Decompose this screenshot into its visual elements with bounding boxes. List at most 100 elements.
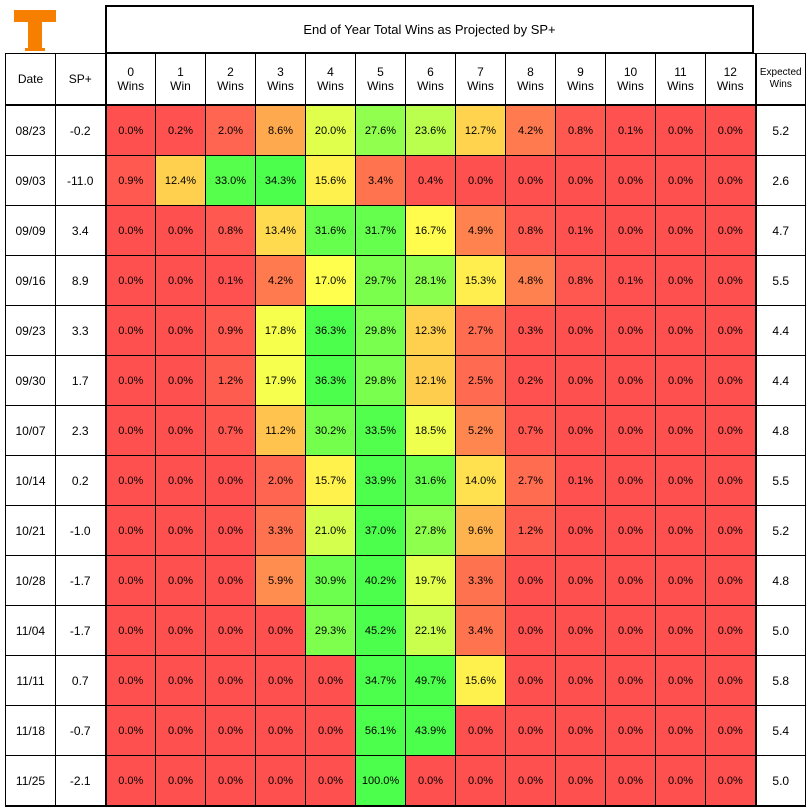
probability-cell: 0.0%	[605, 405, 656, 456]
expected-wins-cell: 5.4	[754, 705, 806, 756]
wins-column-header: 5 Wins	[355, 53, 406, 106]
table-row: 10/07 2.3 0.0% 0.0% 0.7% 11.2% 30.2% 33.5% 18.5%…	[5, 405, 806, 456]
sp-cell: -1.0	[55, 505, 107, 556]
probability-cell: 0.0%	[555, 555, 606, 606]
probability-cell: 0.0%	[555, 355, 606, 406]
wins-column-header: 4 Wins	[305, 53, 356, 106]
sp-cell: -2.1	[55, 755, 107, 807]
probability-cell: 2.5%	[455, 355, 506, 406]
expected-wins-header-line: Expected	[759, 67, 802, 78]
wins-column-unit: Wins	[267, 79, 294, 93]
wins-column-unit: Wins	[716, 79, 744, 93]
probability-cell: 34.3%	[255, 155, 306, 206]
probability-cell: 30.2%	[305, 405, 356, 456]
sp-cell: -0.7	[55, 705, 107, 756]
probability-cell: 0.9%	[205, 305, 256, 356]
probability-cell: 0.0%	[655, 655, 706, 706]
date-cell: 10/21	[5, 505, 56, 556]
probability-cell: 3.3%	[255, 505, 306, 556]
probability-cell: 0.0%	[505, 605, 556, 656]
date-cell: 11/18	[5, 705, 56, 756]
table-row: 09/30 1.7 0.0% 0.0% 1.2% 17.9% 36.3% 29.8% 12.1%…	[5, 355, 806, 406]
table-row: 11/18 -0.7 0.0% 0.0% 0.0% 0.0% 0.0% 56.1% 43.9% 0…	[5, 705, 806, 756]
wins-column-header: 1 Win	[155, 53, 206, 106]
date-cell: 11/11	[5, 655, 56, 706]
probability-cell: 13.4%	[255, 205, 306, 256]
probability-cell: 0.0%	[705, 205, 756, 256]
expected-wins-cell: 5.0	[754, 605, 806, 656]
sp-cell: 0.7	[55, 655, 107, 706]
table-row: 09/16 8.9 0.0% 0.0% 0.1% 4.2% 17.0% 29.7% 28.1% 1…	[5, 255, 806, 306]
probability-cell: 3.3%	[455, 555, 506, 606]
probability-cell: 0.0%	[605, 305, 656, 356]
probability-cell: 12.7%	[455, 104, 506, 156]
probability-cell: 0.0%	[105, 205, 156, 256]
probability-cell: 0.0%	[655, 455, 706, 506]
probability-cell: 0.0%	[155, 605, 206, 656]
probability-cell: 0.0%	[155, 405, 206, 456]
probability-cell: 12.3%	[405, 305, 456, 356]
sp-cell: 2.3	[55, 405, 107, 456]
probability-cell: 0.2%	[155, 104, 206, 156]
probability-cell: 2.0%	[205, 104, 256, 156]
sp-cell: 3.3	[55, 305, 107, 356]
wins-column-number: 5	[377, 65, 384, 79]
probability-cell: 0.0%	[305, 655, 356, 706]
probability-cell: 22.1%	[405, 605, 456, 656]
probability-cell: 0.0%	[455, 705, 506, 756]
probability-cell: 0.0%	[705, 555, 756, 606]
probability-cell: 0.0%	[205, 655, 256, 706]
table-row: 10/28 -1.7 0.0% 0.0% 0.0% 5.9% 30.9% 40.2% 19.7%…	[5, 555, 806, 606]
probability-cell: 0.2%	[505, 355, 556, 406]
probability-cell: 15.6%	[305, 155, 356, 206]
probability-cell: 0.0%	[505, 755, 556, 807]
probability-cell: 0.0%	[105, 305, 156, 356]
wins-column-header: 3 Wins	[255, 53, 306, 106]
probability-cell: 33.9%	[355, 455, 406, 506]
probability-cell: 0.0%	[105, 605, 156, 656]
probability-cell: 0.8%	[555, 255, 606, 306]
probability-cell: 29.8%	[355, 305, 406, 356]
wins-column-number: 3	[277, 65, 284, 79]
wins-column-number: 8	[527, 65, 534, 79]
probability-cell: 0.0%	[105, 104, 156, 156]
probability-cell: 0.0%	[555, 655, 606, 706]
probability-cell: 0.8%	[205, 205, 256, 256]
probability-cell: 33.0%	[205, 155, 256, 206]
probability-cell: 16.7%	[405, 205, 456, 256]
probability-cell: 0.7%	[505, 405, 556, 456]
wins-column-number: 12	[723, 65, 737, 79]
probability-cell: 0.0%	[705, 155, 756, 206]
probability-cell: 0.0%	[155, 755, 206, 807]
probability-cell: 0.0%	[155, 705, 206, 756]
probability-cell: 0.0%	[205, 555, 256, 606]
sp-header: SP+	[55, 53, 107, 106]
probability-cell: 5.9%	[255, 555, 306, 606]
wins-column-unit: Win	[170, 79, 191, 93]
probability-cell: 0.0%	[605, 505, 656, 556]
expected-wins-cell: 5.8	[754, 655, 806, 706]
probability-cell: 0.0%	[205, 505, 256, 556]
probability-cell: 0.0%	[155, 355, 206, 406]
wins-column-number: 10	[623, 65, 638, 79]
wins-column-header: 6 Wins	[405, 53, 456, 106]
wins-column-header: 2 Wins	[205, 53, 256, 106]
probability-cell: 23.6%	[405, 104, 456, 156]
probability-cell: 29.8%	[355, 355, 406, 406]
wins-column-unit: Wins	[217, 79, 244, 93]
probability-cell: 27.8%	[405, 505, 456, 556]
probability-cell: 36.3%	[305, 305, 356, 356]
probability-cell: 0.0%	[255, 755, 306, 807]
expected-wins-header-line: Wins	[769, 79, 792, 90]
expected-wins-cell: 4.8	[754, 405, 806, 456]
probability-cell: 0.0%	[655, 104, 706, 156]
probability-cell: 0.0%	[555, 605, 606, 656]
probability-cell: 0.0%	[655, 155, 706, 206]
probability-cell: 43.9%	[405, 705, 456, 756]
probability-cell: 0.0%	[605, 755, 656, 807]
probability-cell: 0.0%	[155, 455, 206, 506]
probability-cell: 8.6%	[255, 104, 306, 156]
probability-cell: 0.0%	[205, 755, 256, 807]
probability-cell: 0.0%	[705, 405, 756, 456]
wins-column-number: 4	[327, 65, 334, 79]
